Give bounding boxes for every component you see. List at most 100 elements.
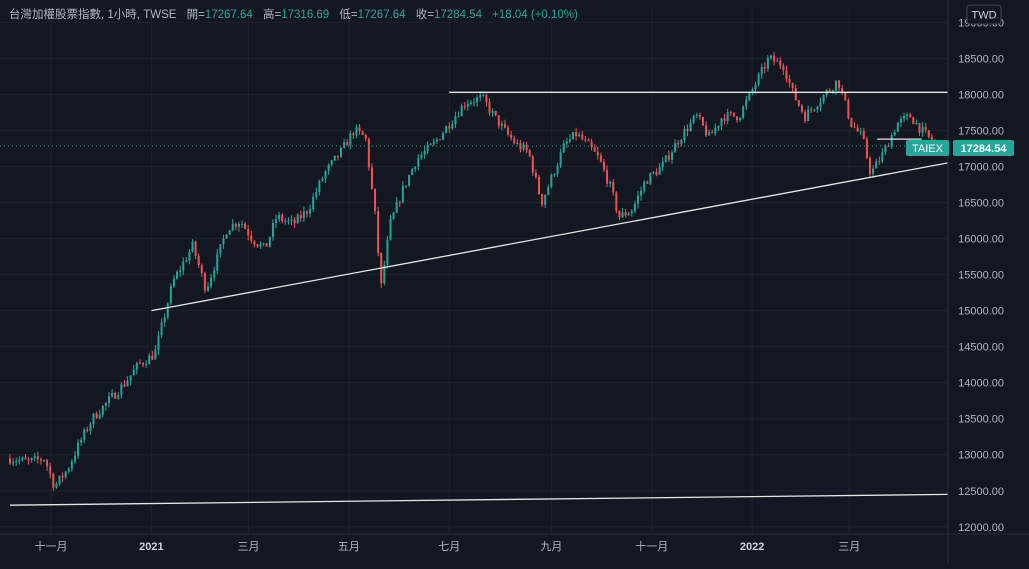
candle-body xyxy=(838,80,841,89)
candle-body xyxy=(117,395,120,399)
candle-body xyxy=(111,392,114,397)
candle-body xyxy=(541,194,544,205)
candle-body xyxy=(234,223,237,227)
candle-body xyxy=(918,122,921,133)
candle-body xyxy=(312,196,315,209)
candle-body xyxy=(228,230,231,235)
candle-body xyxy=(735,116,738,121)
candle-body xyxy=(352,133,355,136)
candle-body xyxy=(593,147,596,152)
candle-body xyxy=(126,380,129,387)
candle-body xyxy=(442,133,445,140)
candle-body xyxy=(70,461,73,469)
candle-body xyxy=(853,126,856,128)
candle-body xyxy=(268,236,271,247)
candle-body xyxy=(197,255,200,266)
candle-body xyxy=(667,155,670,160)
candle-body xyxy=(24,457,27,460)
candle-body xyxy=(145,364,148,366)
candle-body xyxy=(408,175,411,186)
candle-body xyxy=(813,109,816,111)
candle-body xyxy=(9,458,11,464)
candle-body xyxy=(531,156,534,173)
symbol-name: 台灣加權股票指數 xyxy=(9,7,101,21)
candle-body xyxy=(163,317,166,323)
candle-body xyxy=(878,161,881,163)
candle-body xyxy=(299,214,302,219)
candle-body xyxy=(776,60,779,62)
candle-body xyxy=(231,223,234,231)
x-tick-label: 五月 xyxy=(338,541,360,553)
x-tick-label: 三月 xyxy=(838,541,860,553)
candle-body xyxy=(890,135,893,147)
candle-body xyxy=(865,138,868,158)
candle-body xyxy=(924,126,927,131)
candle-body xyxy=(930,136,933,142)
candle-body xyxy=(875,161,878,169)
candle-body xyxy=(828,90,831,92)
candle-body xyxy=(602,161,605,170)
change-value: +18.04 (+0.10%) xyxy=(492,9,578,21)
candle-body xyxy=(859,131,862,133)
candle-body xyxy=(757,74,760,85)
candle-body xyxy=(398,201,401,203)
trendlines xyxy=(9,91,949,506)
candle-body xyxy=(80,439,83,443)
candle-body xyxy=(296,214,299,224)
candle-body xyxy=(609,181,612,184)
candle-body xyxy=(646,181,649,184)
candle-body xyxy=(129,375,132,381)
time-axis[interactable]: 十一月 2021 三月 五月 七月 九月 十一月 2022 三月 xyxy=(0,533,1029,553)
candle-body xyxy=(510,134,513,139)
candle-body xyxy=(451,124,454,129)
candle-body xyxy=(259,244,262,247)
candle-body xyxy=(754,84,757,90)
candle-body xyxy=(157,335,160,350)
candle-body xyxy=(151,355,154,360)
candle-body xyxy=(27,459,30,461)
low-value: 17267.64 xyxy=(358,9,407,21)
candle-body xyxy=(643,181,646,191)
candle-body xyxy=(423,151,426,155)
candle-body xyxy=(739,118,742,121)
currency-badge[interactable] xyxy=(966,4,1002,25)
candle-body xyxy=(658,167,661,175)
candle-body xyxy=(927,130,930,137)
candle-body xyxy=(374,188,377,212)
candle-body xyxy=(432,141,435,144)
candle-body xyxy=(800,105,803,112)
price-axis[interactable]: 19000.0018500.0018000.0017500.0017000.00… xyxy=(947,0,1004,564)
candle-body xyxy=(903,115,906,119)
candle-body xyxy=(30,458,33,460)
candle-body xyxy=(899,118,902,123)
candle-body xyxy=(154,349,157,360)
x-tick-label: 三月 xyxy=(238,541,260,553)
candle-body xyxy=(241,223,244,225)
candle-body xyxy=(414,166,417,170)
candle-body xyxy=(247,228,250,236)
candle-body xyxy=(606,169,609,184)
candle-body xyxy=(804,111,807,121)
candle-body xyxy=(213,270,216,278)
candle-body xyxy=(460,105,463,117)
grid xyxy=(0,8,948,534)
trendline xyxy=(151,162,949,312)
low-label: 低 xyxy=(339,8,351,21)
candle-body xyxy=(36,456,39,460)
candle-body xyxy=(114,392,117,399)
candle-body xyxy=(98,414,101,419)
y-tick-label: 18000.00 xyxy=(958,89,1004,101)
candle-body xyxy=(52,473,55,488)
candle-body xyxy=(822,95,825,103)
candle-body xyxy=(101,405,104,415)
candle-body xyxy=(222,238,225,245)
price-label: 17284.54 xyxy=(961,143,1008,155)
candle-body xyxy=(537,176,540,195)
candle-body xyxy=(200,265,203,274)
candle-body xyxy=(83,429,86,440)
candle-body xyxy=(909,114,912,118)
candle-body xyxy=(256,244,259,247)
candle-body xyxy=(711,132,714,134)
